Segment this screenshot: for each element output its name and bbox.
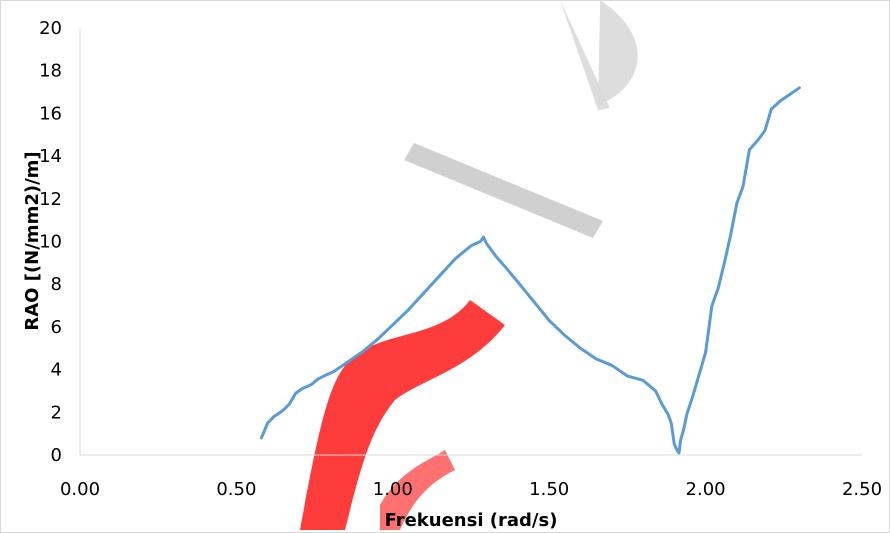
x-tick-labels: 0.00 0.50 1.00 1.50 2.00 2.50 [60, 479, 882, 500]
y-tick-label: 16 [39, 103, 62, 124]
x-tick-label: 2.00 [686, 479, 726, 500]
y-tick-label: 4 [51, 360, 62, 381]
x-tick-label: 0.50 [216, 479, 256, 500]
x-tick-label: 1.50 [529, 479, 569, 500]
watermark-gray-bar [404, 143, 603, 238]
x-tick-label: 2.50 [842, 479, 882, 500]
y-tick-label: 20 [39, 18, 62, 39]
y-tick-label: 10 [39, 232, 62, 253]
x-tick-label: 0.00 [60, 479, 100, 500]
y-tick-label: 14 [39, 146, 62, 167]
watermark-gray-stroke-2 [560, 0, 610, 110]
rao-series-line [259, 86, 801, 455]
y-tick-label: 2 [51, 402, 62, 423]
x-axis-title: Frekuensi (rad/s) [385, 510, 558, 531]
y-tick-labels: 0 2 4 6 8 10 12 14 16 18 20 [39, 18, 62, 466]
y-tick-label: 0 [51, 445, 62, 466]
watermark-red-small [380, 450, 455, 530]
y-tick-label: 12 [39, 189, 62, 210]
watermark [300, 0, 638, 530]
x-tick-label: 1.00 [373, 479, 413, 500]
y-tick-label: 8 [51, 274, 62, 295]
y-axis-title: RAO [(N/mm2)/m] [22, 151, 43, 330]
watermark-red-arc [300, 300, 505, 530]
watermark-gray-stroke [598, 0, 638, 105]
y-tick-label: 18 [39, 61, 62, 82]
y-tick-label: 6 [51, 317, 62, 338]
axes [79, 28, 862, 456]
